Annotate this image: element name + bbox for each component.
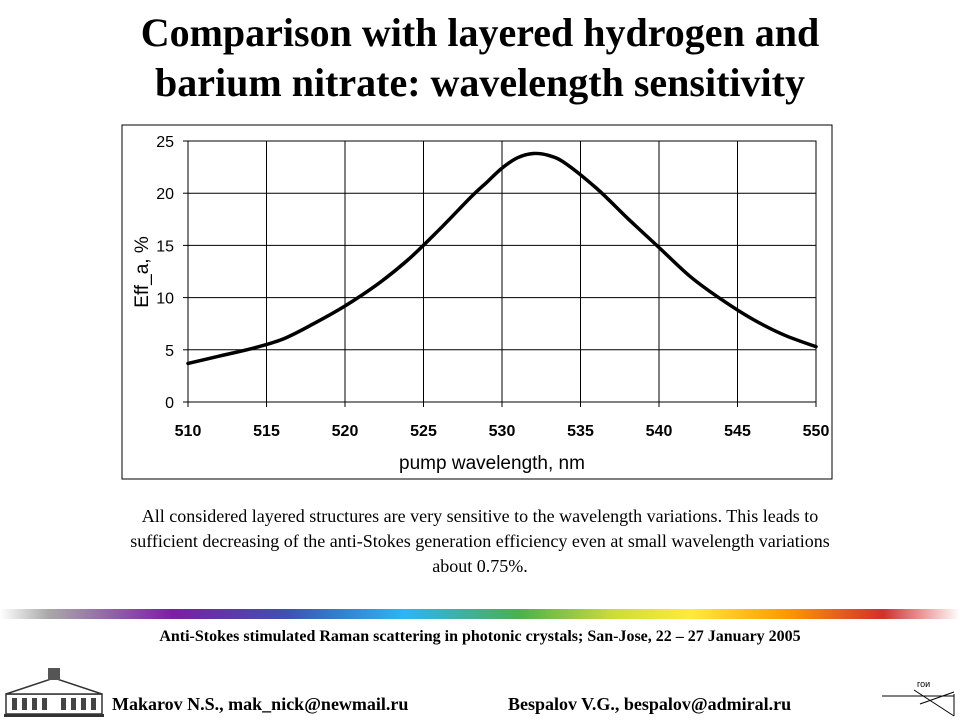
x-tick-label: 545 (724, 423, 751, 440)
x-tick-labels: 510 515 520 525 530 535 540 545 550 (175, 423, 830, 440)
x-tick-label: 540 (646, 423, 673, 440)
x-tick-label: 510 (175, 423, 202, 440)
y-tick-label: 25 (156, 134, 174, 151)
y-tick-label: 5 (165, 343, 174, 360)
y-tick-label: 20 (156, 186, 174, 203)
description-line-2: sufficient decreasing of the anti-Stokes… (130, 531, 830, 551)
title-line-1: Comparison with layered hydrogen and (140, 10, 820, 55)
y-axis-label: Eff_a, % (132, 236, 153, 308)
institute-building-logo (4, 668, 104, 717)
conference-footer: Anti-Stokes stimulated Raman scattering … (159, 628, 801, 645)
slide-title: Comparison with layered hydrogen and bar… (0, 8, 960, 108)
description-text: All considered layered structures are ve… (0, 504, 960, 579)
description-line-1: All considered layered structures are ve… (141, 506, 819, 526)
x-tick-label: 535 (567, 423, 594, 440)
title-line-2: barium nitrate: wavelength sensitivity (155, 60, 805, 105)
x-tick-label: 550 (803, 423, 830, 440)
x-tick-label: 515 (253, 423, 280, 440)
spectrum-divider (0, 609, 960, 619)
y-tick-labels: 0 5 10 15 20 25 (156, 134, 174, 412)
y-tick-label: 0 (165, 395, 174, 412)
x-axis-label: pump wavelength, nm (399, 453, 585, 474)
series-line (186, 151, 818, 366)
y-tick-label: 10 (156, 291, 174, 308)
description-line-3: about 0.75%. (432, 556, 528, 576)
x-tick-label: 520 (332, 423, 359, 440)
author-2: Bespalov V.G., bespalov@admiral.ru (508, 694, 792, 714)
x-tick-label: 525 (410, 423, 437, 440)
chart-frame (121, 124, 833, 480)
author-1: Makarov N.S., mak_nick@newmail.ru (112, 694, 409, 714)
y-tick-label: 15 (156, 238, 174, 255)
x-tick-label: 530 (489, 423, 516, 440)
goi-logo-text: гои (917, 679, 931, 689)
goi-logo (882, 689, 955, 717)
grid-lines (183, 140, 817, 407)
